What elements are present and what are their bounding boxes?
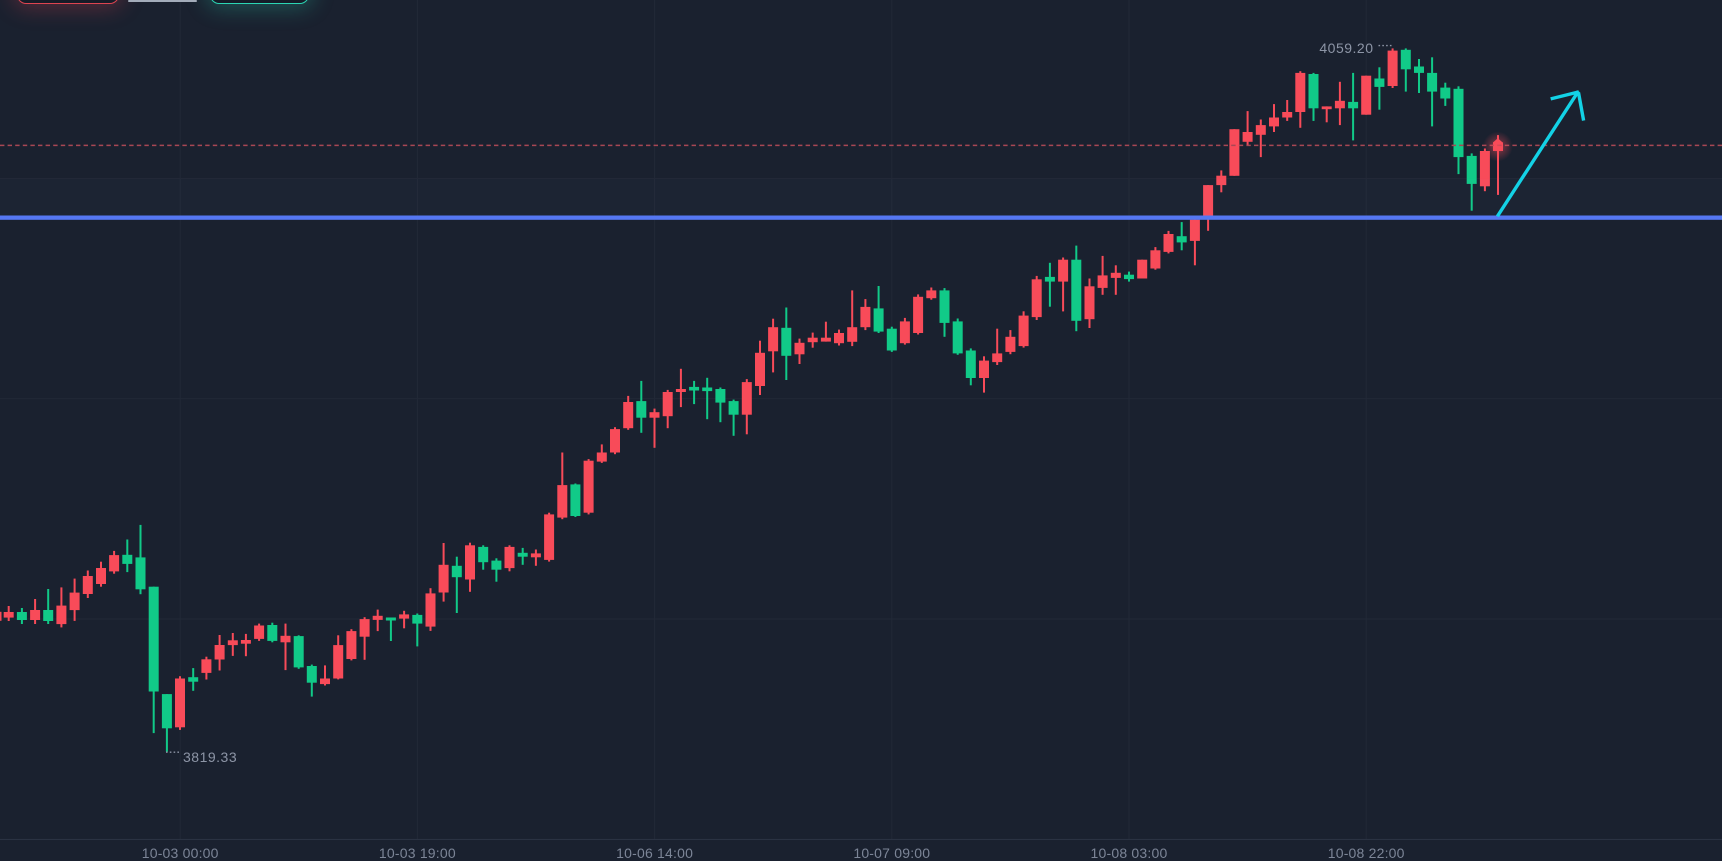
svg-text:10-03 19:00: 10-03 19:00 xyxy=(379,845,456,861)
svg-text:4059.20: 4059.20 xyxy=(1319,40,1373,56)
svg-text:10-07 09:00: 10-07 09:00 xyxy=(853,845,930,861)
svg-text:10-06 14:00: 10-06 14:00 xyxy=(616,845,693,861)
svg-text:3819.33: 3819.33 xyxy=(183,749,237,765)
svg-text:10-08 03:00: 10-08 03:00 xyxy=(1091,845,1168,861)
svg-text:10-08 22:00: 10-08 22:00 xyxy=(1328,845,1405,861)
svg-text:10-03 00:00: 10-03 00:00 xyxy=(142,845,219,861)
